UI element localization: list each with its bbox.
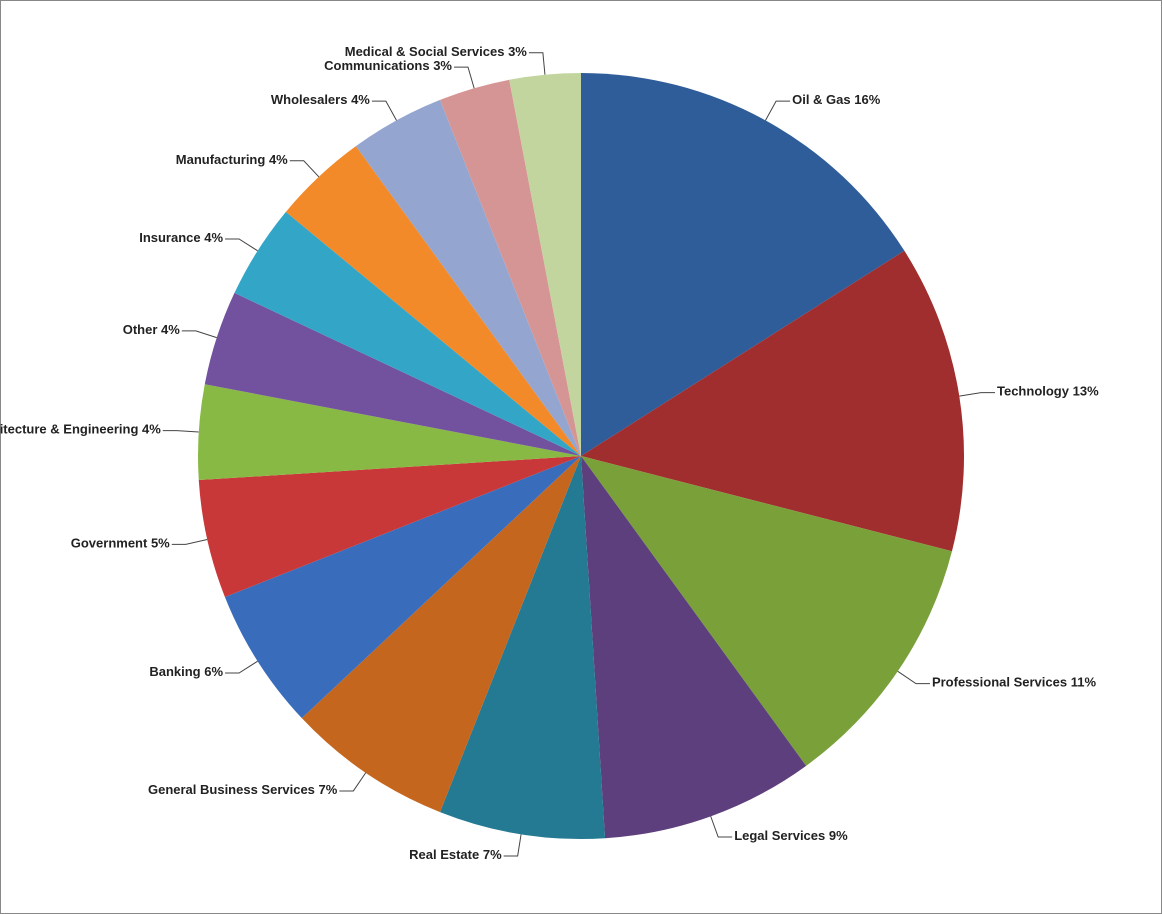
labels: Oil & Gas 16% Technology 13% Professional …	[0, 44, 1099, 862]
value-label: 6%	[204, 664, 223, 679]
category-label: Medical & Social Services	[345, 44, 505, 59]
leader-line	[765, 100, 791, 121]
category-label: Manufacturing	[176, 152, 266, 167]
leader-line	[225, 238, 258, 252]
category-label: Government	[71, 536, 148, 551]
pie-slice	[581, 250, 964, 552]
leader-line	[181, 330, 217, 339]
pie	[198, 73, 964, 840]
value-label: 13%	[1073, 384, 1099, 399]
leader-line	[454, 66, 475, 89]
category-label: Oil & Gas	[792, 93, 851, 108]
value-label: 16%	[854, 93, 880, 108]
data-label: Government 5%	[71, 536, 170, 551]
category-label: Legal Services	[734, 828, 825, 843]
pie-slice	[581, 73, 905, 456]
data-label: Insurance 4%	[139, 230, 223, 245]
leader-line	[171, 539, 208, 545]
data-label: Technology 13%	[997, 384, 1099, 399]
leader-line	[503, 834, 522, 857]
category-label: Wholesalers	[271, 93, 348, 108]
value-label: 4%	[269, 152, 288, 167]
pie-slice	[198, 384, 581, 481]
pie-slice	[509, 73, 581, 456]
data-label: Communications 3%	[324, 59, 452, 74]
leader-line	[897, 670, 930, 685]
pie-slice	[234, 211, 581, 456]
data-label: Real Estate 7%	[409, 847, 502, 862]
category-label: Architecture & Engineering	[0, 422, 138, 437]
data-label: Oil & Gas 16%	[792, 93, 881, 108]
data-label: Professional Services 11%	[932, 675, 1097, 690]
leader-line	[371, 100, 397, 121]
leader-line	[959, 392, 996, 397]
category-label: Other	[123, 322, 158, 337]
data-label: General Business Services 7%	[148, 782, 338, 797]
pie-slice	[285, 146, 581, 456]
data-label: Legal Services 9%	[734, 828, 848, 843]
data-label: Wholesalers 4%	[271, 93, 370, 108]
pie-slice	[581, 456, 952, 766]
leader-line	[225, 660, 258, 674]
leader-line	[528, 52, 546, 75]
value-label: 5%	[151, 536, 170, 551]
value-label: 3%	[433, 59, 452, 74]
category-label: Technology	[997, 384, 1070, 399]
leader-line	[710, 816, 733, 838]
value-label: 4%	[351, 93, 370, 108]
pie-slice	[581, 456, 807, 839]
value-label: 3%	[508, 44, 527, 59]
value-label: 7%	[483, 847, 502, 862]
category-label: Communications	[324, 59, 429, 74]
value-label: 4%	[142, 422, 161, 437]
value-label: 4%	[204, 230, 223, 245]
value-label: 11%	[1071, 675, 1097, 690]
pie-slice	[301, 456, 581, 813]
leader-line	[289, 160, 320, 178]
value-label: 7%	[319, 782, 338, 797]
category-label: Real Estate	[409, 847, 479, 862]
category-label: General Business Services	[148, 782, 315, 797]
data-label: Other 4%	[123, 322, 181, 337]
leader-line	[339, 772, 367, 792]
data-label: Banking 6%	[149, 664, 223, 679]
pie-slice	[440, 79, 581, 456]
pie-slice	[440, 456, 606, 840]
leader-line	[162, 430, 199, 433]
category-label: Professional Services	[932, 675, 1067, 690]
category-label: Insurance	[139, 230, 200, 245]
category-label: Banking	[149, 664, 200, 679]
pie-slice	[355, 99, 581, 457]
data-label: Medical & Social Services 3%	[345, 44, 528, 59]
pie-slice	[224, 456, 581, 719]
value-label: 9%	[829, 828, 848, 843]
pie-slice	[198, 456, 581, 597]
data-label: Manufacturing 4%	[176, 152, 288, 167]
data-label: Architecture & Engineering 4%	[0, 422, 161, 437]
value-label: 4%	[161, 322, 180, 337]
pie-slice	[204, 292, 581, 456]
